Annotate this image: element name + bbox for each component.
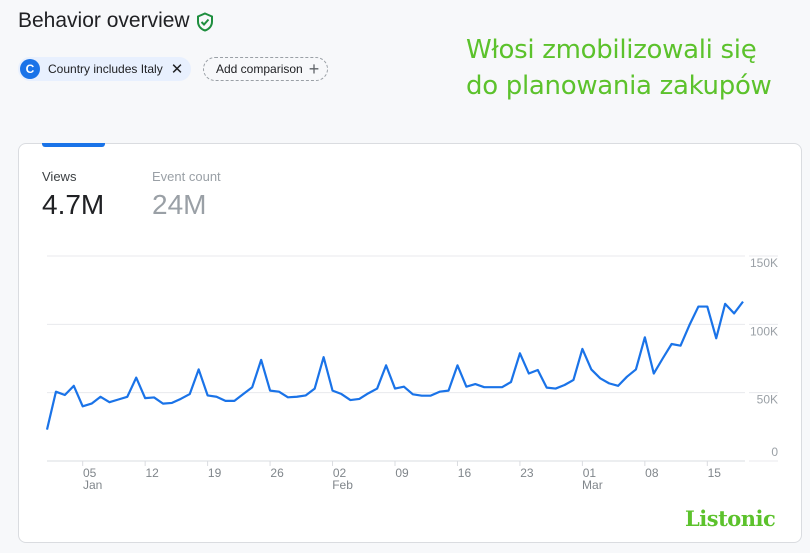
x-tick-label: 12 — [145, 466, 159, 480]
overlay-caption-line2: do planowania zakupów — [466, 71, 772, 101]
metric-value: 4.7M — [42, 189, 105, 220]
listonic-logo: Listonic — [685, 506, 776, 531]
overlay-caption: Włosi zmobilizowali się do planowania za… — [466, 32, 772, 104]
y-tick-label: 0 — [771, 445, 778, 459]
add-comparison-label: Add comparison — [216, 62, 303, 76]
x-month-label: Feb — [332, 478, 353, 492]
x-tick-label: 02 — [333, 466, 347, 480]
x-tick-label: 23 — [520, 466, 534, 480]
x-tick-label: 15 — [708, 466, 722, 480]
x-tick-label: 26 — [270, 466, 284, 480]
x-tick-label: 16 — [458, 466, 472, 480]
x-month-label: Jan — [83, 478, 102, 492]
plus-icon: + — [308, 59, 320, 79]
views-series-line — [45, 300, 744, 430]
overlay-caption-line1: Włosi zmobilizowali się — [466, 35, 757, 65]
metric-value: 24M — [152, 189, 207, 220]
filter-avatar: C — [20, 59, 40, 79]
add-comparison-button[interactable]: Add comparison + — [203, 57, 329, 81]
y-tick-label: 50K — [757, 393, 778, 407]
x-month-label: Mar — [582, 478, 603, 492]
metric-tab-views[interactable]: Views 4.7M — [42, 169, 104, 221]
metric-label: Event count — [152, 169, 221, 184]
shield-check-icon — [196, 12, 213, 32]
y-tick-label: 100K — [750, 324, 778, 338]
page-title: Behavior overview — [18, 9, 214, 33]
metric-label: Views — [42, 169, 77, 184]
x-tick-label: 08 — [645, 466, 659, 480]
filter-label: Country includes Italy — [48, 62, 163, 76]
x-tick-label: 01 — [583, 466, 597, 480]
page-title-text: Behavior overview — [18, 9, 190, 32]
x-tick-label: 09 — [395, 466, 409, 480]
metric-tab-event-count[interactable]: Event count 24M — [152, 169, 221, 221]
x-tick-label: 05 — [83, 466, 97, 480]
x-tick-label: 19 — [208, 466, 222, 480]
close-icon[interactable]: ✕ — [170, 60, 184, 78]
filter-chip-country[interactable]: C Country includes Italy ✕ — [18, 57, 192, 81]
y-tick-label: 150K — [750, 256, 778, 270]
active-tab-indicator — [42, 143, 105, 147]
